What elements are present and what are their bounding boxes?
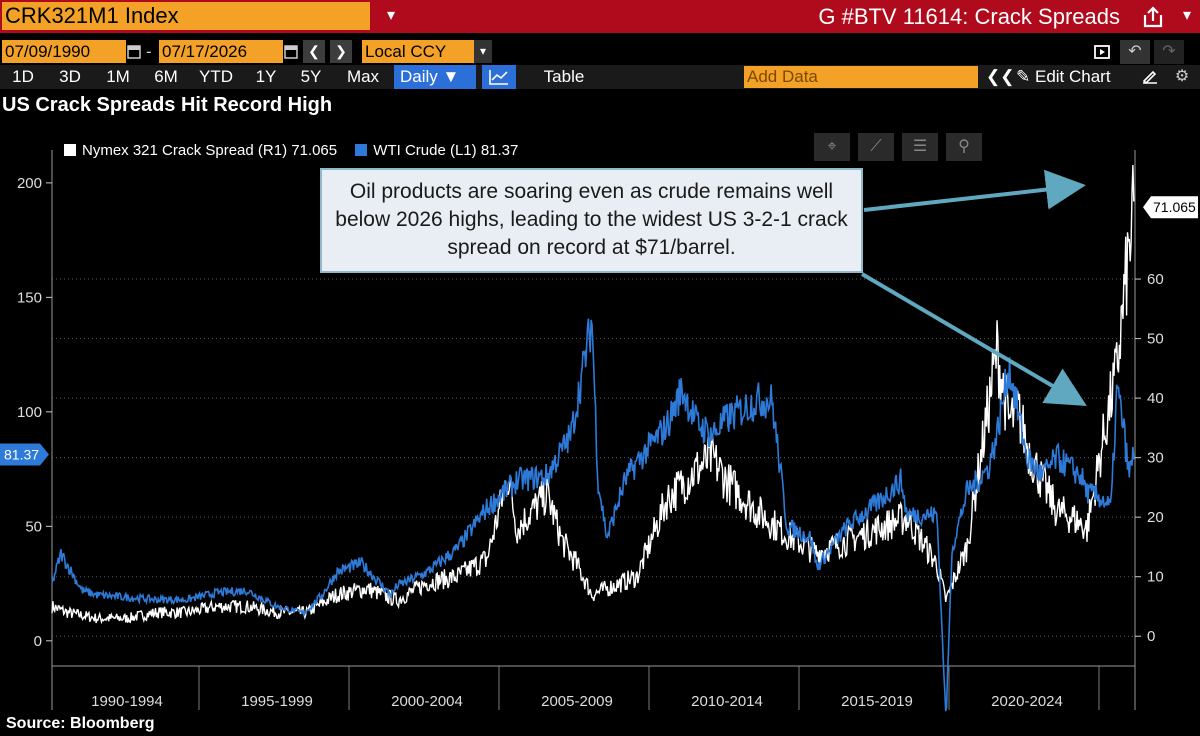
line-chart: 0 50 100 150 200 0 10 20 30 40 50 60 1990-1994 1995-1… [0,150,1198,712]
range-max-button[interactable]: Max [346,67,380,86]
frequency-dropdown[interactable]: Daily ▼ [394,65,476,89]
end-date-field[interactable]: 07/17/2026 [159,40,283,63]
range-3d-button[interactable]: 3D [59,67,81,86]
left-tick-label: 0 [34,633,42,650]
left-tick-label: 100 [17,404,42,421]
chevron-left-icon[interactable]: ❮ [303,40,325,63]
range-1y-button[interactable]: 1Y [255,67,277,86]
series-crack-spread-line [51,164,1135,625]
gear-icon[interactable]: ⚙ [1174,68,1190,85]
left-tick-label: 200 [17,175,42,192]
grid [52,278,1135,710]
zoom-icon[interactable]: ⚲ [946,133,982,161]
left-tick-label: 150 [17,289,42,306]
wti-last-value-tag: 81.37 [0,443,49,466]
pencil-icon: ✎ [1016,67,1031,86]
currency-select[interactable]: Local CCY [362,40,492,63]
left-tick-label: 50 [25,518,42,535]
source-note: Source: Bloomberg [6,715,155,732]
right-tick-label: 0 [1147,628,1155,645]
range-1m-button[interactable]: 1M [106,67,130,86]
edit-chart-button[interactable]: ✎ Edit Chart [1016,65,1132,89]
calendar-icon[interactable] [127,43,141,59]
crack-last-value-label: 71.065 [1153,199,1196,215]
labels: 81.37 71.065 [0,169,1198,466]
axes: 0 50 100 150 200 0 10 20 30 40 50 60 1990-1994 1995-1… [17,150,1164,710]
chart-settings-icon[interactable] [1136,65,1164,89]
x-category-label: 1995-1999 [241,693,313,710]
draw-line-icon[interactable]: ⟋ [858,133,894,161]
range-6m-button[interactable]: 6M [154,67,178,86]
undo-icon[interactable]: ↶ [1120,40,1150,64]
table-view-button[interactable]: Table [543,67,585,86]
right-tick-label: 40 [1147,390,1164,407]
wti-last-value-bg [0,443,49,466]
legend-crack-label: Nymex 321 Crack Spread (R1) 71.065 [82,142,338,159]
toolbar-row [0,65,1200,89]
crack-last-value-tag: 71.065 [1143,196,1198,219]
currency-caret-icon[interactable]: ▾ [474,40,492,63]
share-menu-caret-icon[interactable]: ▾ [1182,7,1192,24]
x-category-label: 2015-2019 [841,693,913,710]
right-tick-label: 60 [1147,271,1164,288]
range-1d-button[interactable]: 1D [12,67,34,86]
add-data-input[interactable]: Add Data [744,66,978,88]
x-category-label: 2010-2014 [691,693,763,710]
x-category-label: 2000-2004 [391,693,463,710]
date-separator: - [146,42,152,61]
edit-chart-label: Edit Chart [1034,67,1111,86]
double-chevron-left-icon[interactable]: ❮❮ [986,67,1015,86]
right-tick-label: 20 [1147,509,1164,526]
right-tick-label: 10 [1147,569,1164,586]
series-wti-crude-line [51,318,1135,712]
share-icon[interactable] [1140,4,1166,30]
x-category-label: 1990-1994 [91,693,163,710]
x-category-label: 2020-2024 [991,693,1063,710]
legend-swatch-crack [64,144,76,157]
function-title: G #BTV 11614: Crack Spreads [818,4,1120,29]
play-icon[interactable] [1088,40,1116,64]
chart-title: US Crack Spreads Hit Record High [2,94,333,116]
series-layer [51,164,1135,712]
line-chart-icon[interactable] [482,65,516,89]
redo-icon[interactable]: ↷ [1154,40,1184,64]
range-5y-button[interactable]: 5Y [300,67,322,86]
caret-down-icon[interactable]: ▾ [386,7,396,24]
legend-wti-label: WTI Crude (L1) 81.37 [373,142,519,159]
calendar-icon[interactable] [284,43,298,59]
start-date-field[interactable]: 07/09/1990 [2,40,126,63]
chevron-right-icon[interactable]: ❯ [330,40,352,63]
crosshair-icon[interactable]: ⌖ [814,133,850,161]
range-ytd-button[interactable]: YTD [199,67,233,86]
crack-last-value-bg [1143,196,1198,219]
legend-swatch-wti [355,144,368,157]
annotation-arrow-wti [860,272,1087,407]
wti-last-value-label: 81.37 [4,447,39,463]
right-tick-label: 30 [1147,450,1164,467]
chart-legend: Nymex 321 Crack Spread (R1) 71.065 WTI C… [64,139,518,163]
x-category-label: 2005-2009 [541,693,613,710]
annotation-arrow-crack [863,169,1086,212]
annotate-icon[interactable]: ☰ [902,133,938,161]
right-tick-label: 50 [1147,331,1164,348]
annotation-callout: Oil products are soaring even as crude r… [320,168,863,273]
security-ticker-input[interactable]: CRK321M1 Index [2,2,370,30]
